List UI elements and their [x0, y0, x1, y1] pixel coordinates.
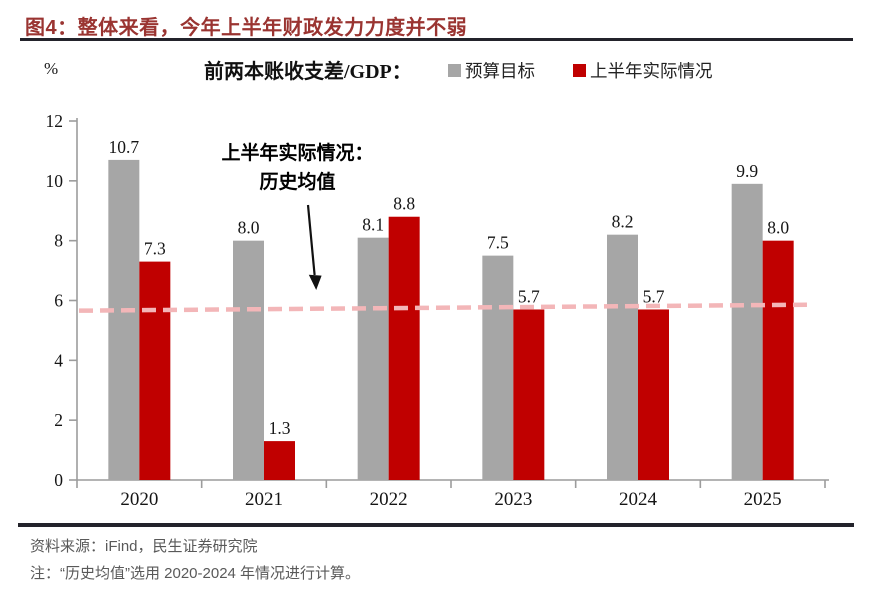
y-tick-label: 12 — [46, 111, 64, 131]
bar-budget-2020 — [108, 159, 140, 480]
bar-label-budget-2023: 7.5 — [487, 233, 509, 253]
figure-title: 图4：整体来看，今年上半年财政发力力度并不弱 — [25, 17, 468, 39]
historical-mean-line — [78, 302, 813, 313]
bar-budget-2024 — [607, 234, 638, 480]
bar-label-budget-2021: 8.0 — [238, 218, 260, 238]
bar-budget-2025 — [731, 183, 763, 480]
y-axis-unit-label: % — [44, 59, 59, 78]
chart-subtitle: 前两本账收支差/GDP： — [204, 61, 412, 83]
bar-label-actual-2024: 5.7 — [643, 286, 665, 306]
x-category-label-2021: 2021 — [245, 489, 283, 510]
footer-divider — [18, 523, 854, 527]
y-tick-label: 8 — [54, 231, 63, 251]
chart-header: % 前两本账收支差/GDP： 预算目标 上半年实际情况 — [0, 0, 871, 95]
bar-actual-2021 — [264, 441, 295, 480]
note-text: 注：“历史均值”选用 2020-2024 年情况进行计算。 — [30, 565, 361, 582]
legend-actual-label: 上半年实际情况 — [590, 61, 713, 81]
bar-label-actual-2025: 8.0 — [767, 218, 789, 238]
bar-actual-2024 — [638, 309, 669, 480]
bar-budget-2023 — [482, 255, 514, 480]
legend-item-actual: 上半年实际情况 — [573, 58, 713, 83]
bar-actual-2020 — [139, 261, 171, 480]
legend-budget-swatch-icon — [448, 64, 461, 77]
x-category-label-2025: 2025 — [744, 489, 782, 510]
mean-line-annotation: 上半年实际情况： 历史均值 — [200, 139, 395, 197]
bar-actual-2025 — [762, 240, 794, 480]
y-tick-label: 0 — [54, 470, 63, 490]
bar-budget-2021 — [233, 240, 264, 480]
x-category-label-2023: 2023 — [494, 489, 532, 510]
y-tick-label: 10 — [46, 171, 64, 191]
y-tick-label: 4 — [54, 350, 63, 370]
bar-label-actual-2022: 8.8 — [393, 194, 415, 214]
legend-budget-label: 预算目标 — [465, 61, 535, 81]
annotation-arrow-line — [306, 204, 316, 276]
x-category-label-2024: 2024 — [619, 489, 658, 510]
bar-label-budget-2022: 8.1 — [362, 215, 384, 235]
source-text: 资料来源：iFind，民生证券研究院 — [30, 538, 258, 555]
annotation-arrow-head-icon — [308, 274, 322, 290]
bar-label-actual-2023: 5.7 — [518, 286, 540, 306]
bar-label-actual-2020: 7.3 — [144, 239, 166, 259]
title-divider — [20, 38, 853, 41]
legend-item-budget: 预算目标 — [448, 58, 535, 83]
bar-chart: 0 2 4 6 8 10 12 10.7 7.3 2020 8.0 1.3 2021 8.1 8.8 2022… — [46, 111, 829, 510]
y-tick-label: 6 — [54, 291, 63, 311]
legend-actual-swatch-icon — [573, 64, 586, 77]
y-tick-label: 2 — [54, 410, 63, 430]
bar-budget-2022 — [357, 237, 389, 480]
bar-label-budget-2024: 8.2 — [612, 212, 634, 232]
bar-label-budget-2020: 10.7 — [109, 137, 140, 157]
bar-label-actual-2021: 1.3 — [269, 418, 291, 438]
bar-actual-2022 — [388, 216, 420, 480]
mean-annotation-line1: 上半年实际情况： — [221, 142, 374, 164]
x-category-label-2022: 2022 — [370, 489, 408, 510]
mean-annotation-line2: 历史均值 — [259, 171, 336, 193]
x-category-label-2020: 2020 — [120, 489, 158, 510]
bar-actual-2023 — [513, 309, 545, 480]
bar-label-budget-2025: 9.9 — [736, 161, 758, 181]
